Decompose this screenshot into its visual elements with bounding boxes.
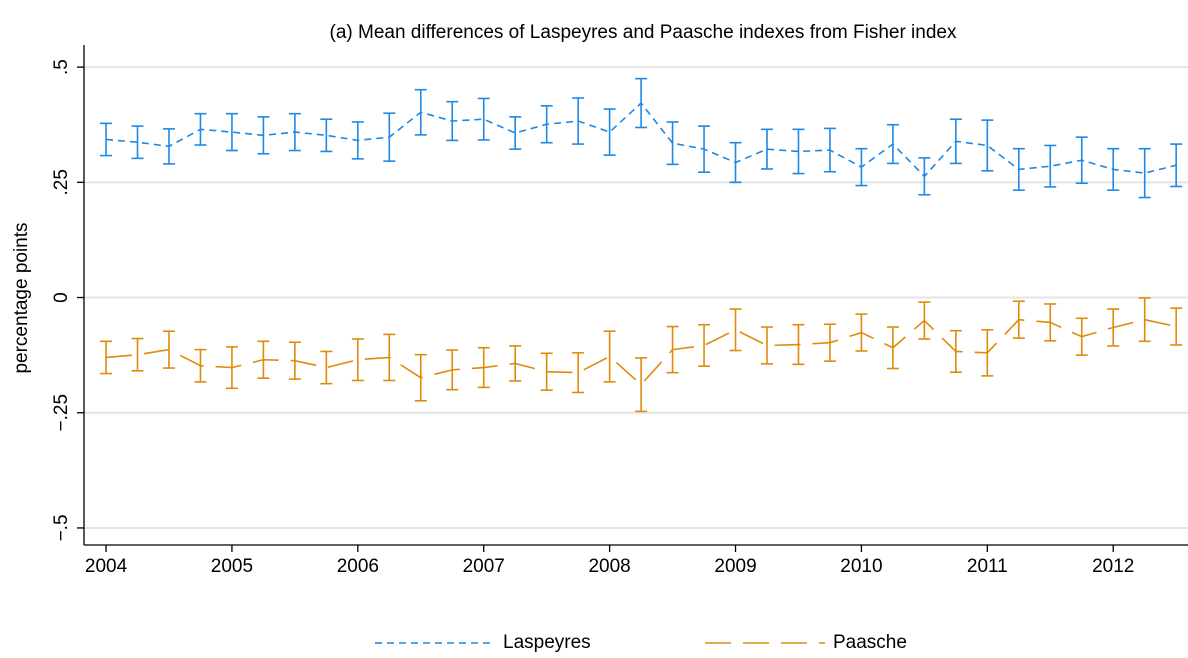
x-tick-label: 2008 xyxy=(588,556,630,577)
error-bar xyxy=(477,97,490,141)
error-bar xyxy=(131,337,144,372)
x-tick-label: 2009 xyxy=(714,556,756,577)
error-bar xyxy=(666,121,679,166)
error-bar xyxy=(981,119,994,172)
y-tick-label: .25 xyxy=(51,169,72,195)
error-bar xyxy=(131,125,144,160)
x-tick-label: 2004 xyxy=(85,556,128,577)
error-bar xyxy=(320,350,333,385)
error-bar xyxy=(320,118,333,153)
error-bar xyxy=(1170,143,1183,188)
x-tick-label: 2007 xyxy=(463,556,505,577)
error-bar xyxy=(760,326,773,365)
error-bar xyxy=(1138,297,1151,343)
error-bar xyxy=(1138,147,1151,199)
x-tick-label: 2012 xyxy=(1092,556,1134,577)
error-bar xyxy=(1044,144,1057,188)
error-bar xyxy=(351,338,364,382)
legend-label: Laspeyres xyxy=(503,632,591,653)
error-bar xyxy=(603,108,616,156)
legend-label: Paasche xyxy=(833,632,907,653)
chart-title: (a) Mean differences of Laspeyres and Pa… xyxy=(330,22,957,43)
x-tick-label: 2010 xyxy=(840,556,882,577)
error-bar xyxy=(760,128,773,170)
error-bar xyxy=(635,357,648,413)
error-bar xyxy=(509,116,522,150)
error-bar xyxy=(698,323,711,367)
x-tick-label: 2011 xyxy=(967,556,1008,577)
y-tick-label: 0 xyxy=(51,292,72,303)
error-bar xyxy=(729,308,742,352)
y-tick-label: .5 xyxy=(51,59,72,75)
x-tick-label: 2005 xyxy=(211,556,253,577)
error-bar xyxy=(603,330,616,383)
y-tick-label: −.25 xyxy=(51,394,72,432)
error-bar xyxy=(1170,307,1183,346)
y-axis-label: percentage points xyxy=(11,222,32,373)
error-bar xyxy=(225,112,238,152)
error-bar xyxy=(572,352,585,394)
series-line xyxy=(105,101,1177,178)
x-tick-label: 2006 xyxy=(337,556,379,577)
y-tick-label: −.5 xyxy=(51,514,72,541)
error-bar xyxy=(792,128,805,175)
